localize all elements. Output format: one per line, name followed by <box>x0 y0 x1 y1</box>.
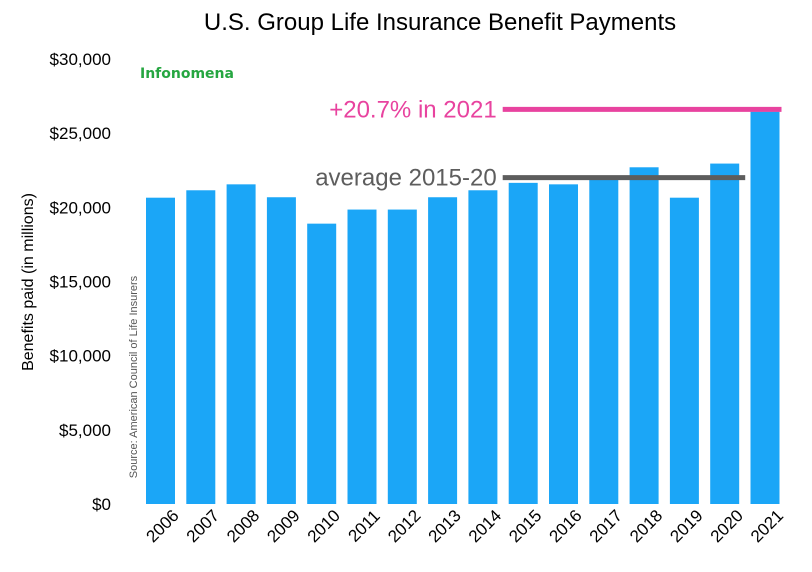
annotation-label: average 2015-20 <box>315 165 496 192</box>
bar-2018 <box>629 167 659 505</box>
source-note: Source: American Council of Life Insurer… <box>128 275 140 478</box>
bar-2013 <box>428 197 458 504</box>
x-tick-label: 2013 <box>425 506 465 546</box>
x-tick-label: 2020 <box>707 506 747 546</box>
y-axis-label: Benefits paid (in millions) <box>20 193 37 371</box>
bar-2010 <box>307 223 337 504</box>
x-tick-label: 2009 <box>263 506 303 546</box>
bar-2016 <box>549 184 578 504</box>
x-tick-label: 2015 <box>505 506 545 546</box>
y-tick-label: $25,000 <box>50 124 111 143</box>
y-tick-label: $30,000 <box>50 50 111 69</box>
x-tick-label: 2011 <box>344 506 383 545</box>
y-tick-label: $10,000 <box>50 347 111 366</box>
bar-2017 <box>589 177 619 504</box>
y-tick-label: $5,000 <box>59 421 111 440</box>
x-tick-label: 2007 <box>183 506 223 546</box>
bar-2015 <box>508 182 538 504</box>
y-tick-label: $15,000 <box>50 273 111 292</box>
x-tick-label: 2006 <box>143 506 183 546</box>
x-tick-label: 2021 <box>747 506 787 546</box>
bar-2006 <box>146 197 175 505</box>
bar-2020 <box>710 163 740 504</box>
annotations-group: +20.7% in 2021 average 2015-20 <box>315 96 782 192</box>
x-tick-label: 2019 <box>666 506 706 546</box>
bar-2009 <box>266 197 296 504</box>
x-axis-ticks: 2006 2007 2008 2009 2010 2011 2012 2013 2014 2015… <box>143 506 788 546</box>
bar-2014 <box>468 190 498 504</box>
bar-2008 <box>226 184 256 504</box>
brand-label: Infonomena <box>140 66 234 82</box>
y-tick-label: $20,000 <box>50 198 111 217</box>
x-tick-label: 2016 <box>546 506 586 546</box>
y-tick-label: $0 <box>92 495 111 514</box>
bar-2011 <box>347 209 377 504</box>
bar-2012 <box>387 209 417 504</box>
x-tick-label: 2012 <box>384 506 424 546</box>
x-tick-label: 2010 <box>304 506 344 546</box>
x-tick-label: 2008 <box>223 506 263 546</box>
bars-group <box>146 111 780 505</box>
y-axis-ticks: $0 $5,000 $10,000 $15,000 $20,000 $25,000 $30,… <box>50 50 111 514</box>
annotation-label: +20.7% in 2021 <box>329 96 496 123</box>
x-tick-label: 2018 <box>626 506 666 546</box>
x-tick-label: 2014 <box>465 506 505 546</box>
x-tick-label: 2017 <box>586 506 626 546</box>
bar-2019 <box>669 197 699 505</box>
chart-title: U.S. Group Life Insurance Benefit Paymen… <box>204 9 676 36</box>
bar-2021 <box>750 111 780 505</box>
bar-2007 <box>186 190 216 504</box>
